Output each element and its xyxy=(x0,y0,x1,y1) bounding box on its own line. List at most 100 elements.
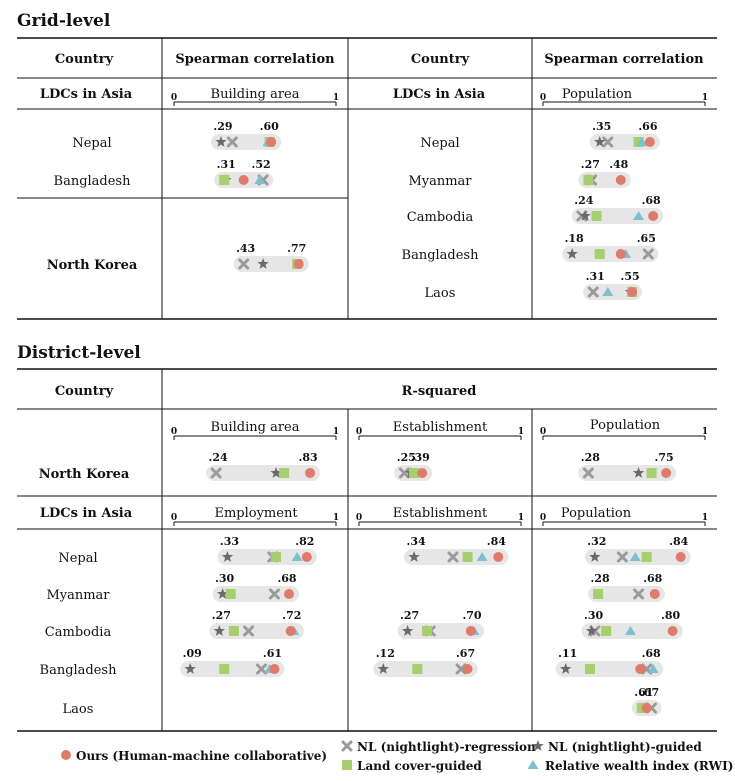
landcover-point xyxy=(583,175,594,185)
country-label: Cambodia xyxy=(45,625,112,640)
legend-nlreg-label: NL (nightlight)-regression xyxy=(357,740,536,754)
nlreg-point xyxy=(268,588,280,600)
ours-point xyxy=(462,664,473,674)
range-pill xyxy=(397,623,485,639)
rwi-point xyxy=(602,287,614,296)
max-value-label: .68 xyxy=(642,647,661,660)
max-value-label: .83 xyxy=(299,451,318,464)
x-tick-label: 0 xyxy=(356,513,362,523)
nlguided-point xyxy=(408,551,420,562)
nlguided-point xyxy=(632,467,645,478)
landcover-point xyxy=(422,626,433,636)
panel-metric-title: Establishment xyxy=(393,420,488,435)
min-value-label: .25 xyxy=(397,451,416,464)
grid-ldcs-label-left: LDCs in Asia xyxy=(40,87,133,102)
panel-metric-title: Building area xyxy=(211,87,300,102)
country-label: Cambodia xyxy=(407,210,474,225)
ours-point xyxy=(493,552,504,562)
nlguided-point xyxy=(579,210,591,221)
legend-rwi-marker xyxy=(527,760,539,769)
max-value-label: .80 xyxy=(661,609,680,622)
max-value-label: .67 xyxy=(640,686,659,699)
nlreg-point xyxy=(616,551,628,563)
rwi-point xyxy=(476,552,488,561)
min-value-label: .61 xyxy=(634,686,653,699)
landcover-point xyxy=(279,468,290,478)
max-value-label: .68 xyxy=(643,572,662,585)
legend-ours-marker xyxy=(61,750,71,760)
legend-nlreg-marker xyxy=(341,740,353,752)
range-pill xyxy=(404,549,509,565)
min-value-label: .35 xyxy=(592,120,611,133)
nlreg-point xyxy=(642,248,654,260)
x-tick-label: 1 xyxy=(702,93,708,103)
nlguided-point xyxy=(216,588,229,599)
grid-level-title: Grid-level xyxy=(17,11,111,31)
min-value-label: .28 xyxy=(591,572,610,585)
max-value-label: .68 xyxy=(277,572,296,585)
landcover-point xyxy=(584,664,595,674)
landcover-point xyxy=(219,664,230,674)
min-value-label: .43 xyxy=(236,242,255,255)
panel-metric-title: Establishment xyxy=(393,506,488,521)
legend-nlguided-marker xyxy=(532,740,544,751)
ours-point xyxy=(615,249,626,259)
min-value-label: .31 xyxy=(217,158,236,171)
max-value-label: .48 xyxy=(609,158,628,171)
rwi-point xyxy=(254,175,266,184)
district-table-rules xyxy=(17,368,717,732)
ours-point xyxy=(635,664,646,674)
min-value-label: .29 xyxy=(213,120,232,133)
ours-point xyxy=(305,468,316,478)
max-value-label: .77 xyxy=(287,242,306,255)
rwi-point xyxy=(291,552,303,561)
ours-point xyxy=(644,137,655,147)
ours-point xyxy=(284,589,295,599)
max-value-label: .61 xyxy=(263,647,282,660)
nlguided-point xyxy=(213,625,226,636)
min-value-label: .30 xyxy=(215,572,234,585)
range-pill xyxy=(555,661,664,677)
range-pill xyxy=(233,256,309,272)
ours-point xyxy=(615,175,626,185)
legend-rwi-label: Relative wealth index (RWI) xyxy=(545,759,733,773)
min-value-label: .28 xyxy=(581,451,600,464)
min-value-label: .33 xyxy=(220,535,239,548)
max-value-label: .75 xyxy=(655,451,674,464)
landcover-point xyxy=(646,468,657,478)
ours-point xyxy=(465,626,476,636)
range-pill xyxy=(562,246,659,262)
panel-metric-title: Population xyxy=(590,418,661,433)
nlguided-point xyxy=(257,258,269,269)
ours-point xyxy=(266,137,277,147)
range-pill xyxy=(206,465,321,481)
ours-point xyxy=(627,287,638,297)
nlguided-point xyxy=(215,136,227,147)
x-tick-label: 0 xyxy=(540,427,546,437)
legend-ours-label: Ours (Human-machine collaborative) xyxy=(76,749,327,763)
max-value-label: .84 xyxy=(669,535,688,548)
landcover-point xyxy=(225,589,236,599)
min-value-label: .24 xyxy=(209,451,228,464)
min-value-label: .27 xyxy=(212,609,231,622)
ours-point xyxy=(301,552,312,562)
x-tick-label: 0 xyxy=(171,93,177,103)
nlreg-point xyxy=(238,258,250,270)
min-value-label: .18 xyxy=(565,232,584,245)
nlguided-point xyxy=(559,663,572,674)
min-value-label: .24 xyxy=(574,194,593,207)
district-country-header: Country xyxy=(55,384,114,399)
nlreg-point xyxy=(243,625,255,637)
nlguided-point xyxy=(585,625,598,636)
grid-ldcs-label-right: LDCs in Asia xyxy=(393,87,486,102)
ours-point xyxy=(649,589,660,599)
landcover-point xyxy=(219,175,230,185)
landcover-point xyxy=(271,552,282,562)
landcover-point xyxy=(633,137,644,147)
nlreg-point xyxy=(210,467,222,479)
grid-spearman-header-right: Spearman correlation xyxy=(544,52,704,67)
grid-country-header-right: Country xyxy=(411,52,470,67)
x-tick-label: 0 xyxy=(540,93,546,103)
ours-point xyxy=(648,211,659,221)
